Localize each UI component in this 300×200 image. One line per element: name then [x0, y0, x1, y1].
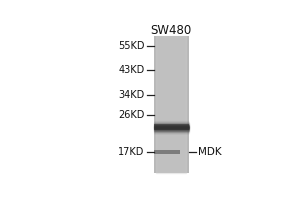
Text: 17KD: 17KD [118, 147, 145, 157]
Text: 55KD: 55KD [118, 41, 145, 51]
Text: SW480: SW480 [151, 24, 192, 37]
Bar [154, 124, 189, 130]
Text: 43KD: 43KD [118, 65, 145, 75]
Text: 34KD: 34KD [118, 90, 145, 100]
Bar [154, 36, 189, 173]
Text: 26KD: 26KD [118, 110, 145, 120]
Text: MDK: MDK [198, 147, 221, 157]
Bar [154, 150, 180, 154]
